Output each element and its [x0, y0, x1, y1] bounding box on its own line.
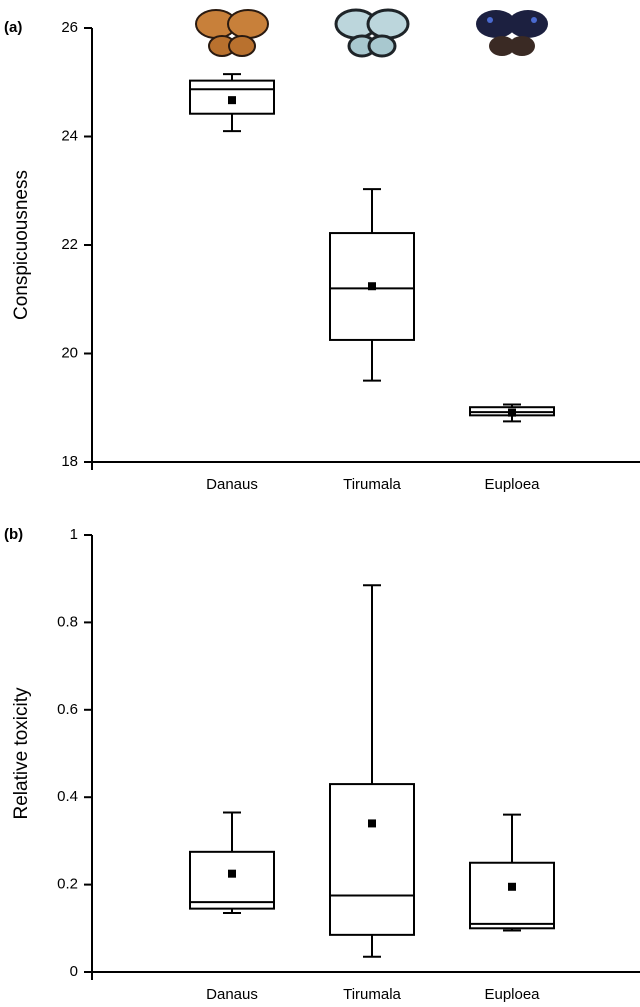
y-tick-label: 1: [70, 526, 78, 543]
y-tick-label: 26: [61, 19, 78, 36]
y-tick-label: 22: [61, 236, 78, 253]
y-tick-label: 0: [70, 963, 78, 980]
butterfly-danaus: [195, 9, 269, 57]
butterfly-euploea: [476, 10, 548, 56]
box: [329, 783, 415, 936]
box: [469, 861, 555, 930]
y-tick-label: 18: [61, 453, 78, 470]
mean-marker: [508, 882, 516, 891]
y-axis-label: Conspicuousness: [11, 170, 32, 320]
y-tick-label: 0.6: [57, 701, 78, 718]
x-tick-label: Tirumala: [343, 476, 401, 493]
y-tick-label: 0.8: [57, 613, 78, 630]
panel-label: (a): [4, 19, 22, 36]
x-tick-label: Danaus: [206, 476, 258, 493]
x-tick-label: Danaus: [206, 986, 258, 1003]
mean-marker: [368, 282, 376, 291]
x-tick-label: Euploea: [484, 986, 540, 1003]
butterfly-icons: [195, 8, 548, 58]
y-axis-label: Relative toxicity: [11, 687, 32, 819]
panel-label: (b): [4, 526, 23, 543]
mean-marker: [228, 869, 236, 878]
butterfly-tirumala: [334, 8, 410, 58]
y-tick-label: 20: [61, 344, 78, 361]
mean-marker: [228, 96, 236, 105]
y-tick-label: 0.4: [57, 788, 78, 805]
y-tick-label: 24: [61, 127, 78, 144]
x-tick-label: Euploea: [484, 476, 540, 493]
box: [189, 850, 275, 910]
mean-marker: [508, 408, 516, 417]
mean-marker: [368, 819, 376, 828]
x-tick-label: Tirumala: [343, 986, 401, 1003]
y-tick-label: 0.2: [57, 876, 78, 893]
